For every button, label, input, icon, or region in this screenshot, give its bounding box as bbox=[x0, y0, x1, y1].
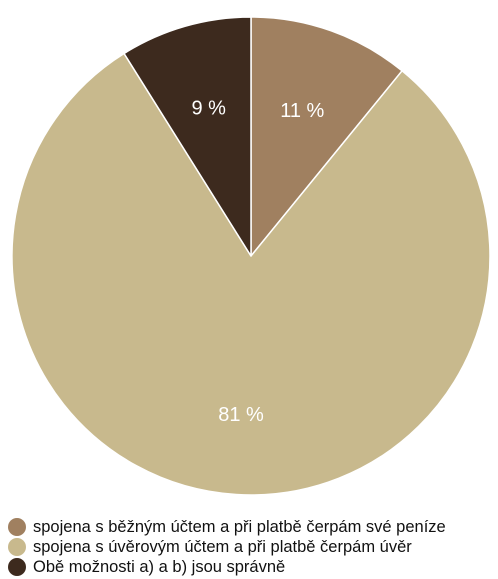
pie-chart: 11 % 81 % 9 % bbox=[11, 16, 491, 496]
legend-swatch bbox=[8, 558, 26, 576]
legend-label: Obě možnosti a) a b) jsou správně bbox=[33, 557, 286, 576]
legend: spojena s běžným účtem a při platbě čerp… bbox=[8, 517, 494, 577]
legend-item: spojena s úvěrovým účtem a při platbě če… bbox=[8, 537, 494, 557]
pie-slice bbox=[250, 16, 403, 257]
legend-swatch bbox=[8, 538, 26, 556]
legend-swatch bbox=[8, 518, 26, 536]
pie-slice bbox=[123, 16, 252, 257]
data-label: 81 % bbox=[218, 404, 264, 426]
legend-label: spojena s úvěrovým účtem a při platbě če… bbox=[33, 537, 412, 556]
legend-item: spojena s běžným účtem a při platbě čerp… bbox=[8, 517, 494, 537]
data-label: 11 % bbox=[280, 100, 324, 122]
legend-label: spojena s běžným účtem a při platbě čerp… bbox=[33, 517, 446, 536]
data-label: 9 % bbox=[191, 97, 226, 119]
pie-slice bbox=[11, 52, 491, 496]
legend-item: Obě možnosti a) a b) jsou správně bbox=[8, 557, 494, 577]
